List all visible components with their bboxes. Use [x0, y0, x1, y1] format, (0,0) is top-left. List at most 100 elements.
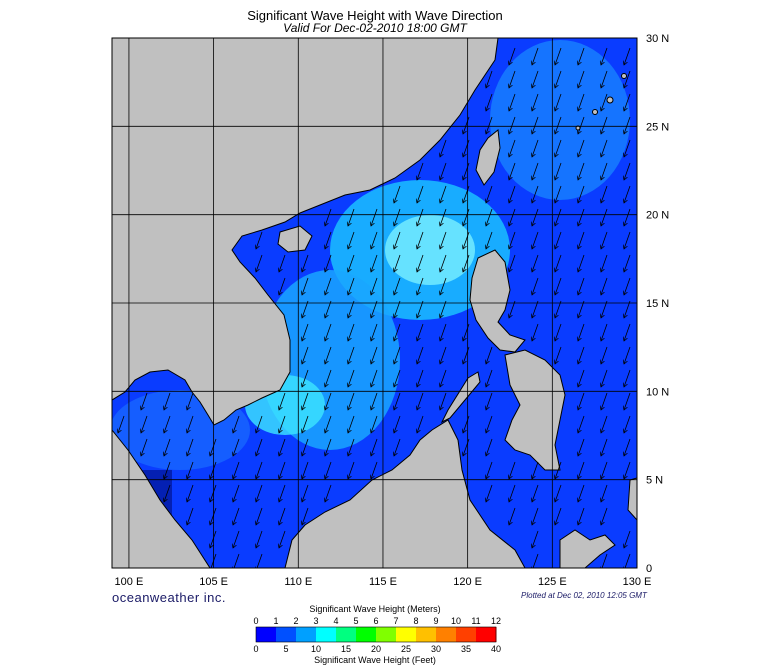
- lat-tick-label: 20 N: [646, 210, 669, 222]
- wave-arrow: [325, 438, 332, 456]
- wave-arrow: [394, 346, 401, 364]
- wave-arrow: [578, 277, 585, 295]
- colorbar-meters-tick: 2: [293, 616, 298, 626]
- wave-arrow: [417, 277, 424, 295]
- wave-arrow: [578, 139, 585, 157]
- wave-arrow: [486, 461, 493, 479]
- wave-arrow: [417, 346, 424, 364]
- colorbar: 0 1 2 3 4 5 6 7 8 9 10 11 120 5 10 15 20 25 30 35 40: [253, 616, 501, 654]
- wave-arrow: [486, 346, 493, 364]
- wave-arrow: [210, 530, 217, 548]
- lon-tick-label: 120 E: [453, 576, 482, 588]
- wave-arrow: [578, 507, 585, 525]
- wave-arrow: [256, 484, 263, 502]
- wave-arrow: [371, 323, 378, 341]
- wave-arrow: [233, 530, 240, 548]
- wave-arrow: [279, 438, 286, 456]
- wave-arrow: [302, 415, 309, 433]
- wave-arrow: [164, 484, 171, 502]
- wave-arrow: [279, 507, 286, 525]
- wave-arrow: [509, 208, 516, 226]
- wave-arrow: [279, 484, 286, 502]
- colorbar-feet-tick: 35: [461, 644, 471, 654]
- colorbar-swatch: [256, 627, 277, 642]
- wave-arrow: [624, 231, 631, 249]
- wave-arrow: [624, 254, 631, 272]
- wave-arrow: [210, 484, 217, 502]
- colorbar-swatch: [376, 627, 397, 642]
- wave-arrow: [325, 415, 332, 433]
- wave-arrow: [187, 461, 194, 479]
- wave-arrow: [256, 530, 263, 548]
- wave-arrow: [532, 484, 539, 502]
- wave-direction-arrows: [118, 47, 631, 568]
- wave-arrow: [394, 231, 401, 249]
- wave-arrow: [417, 392, 424, 410]
- wave-arrow: [371, 254, 378, 272]
- wave-arrow: [417, 300, 424, 318]
- colorbar-meters-tick: 9: [433, 616, 438, 626]
- colorbar-swatch: [296, 627, 317, 642]
- wave-arrow: [601, 553, 608, 568]
- wave-arrow: [187, 484, 194, 502]
- wave-arrow: [578, 162, 585, 180]
- wave-arrow: [279, 461, 286, 479]
- wave-arrow: [325, 300, 332, 318]
- wave-arrow: [624, 162, 631, 180]
- wave-arrow: [325, 277, 332, 295]
- wave-arrow: [256, 231, 263, 249]
- wave-arrow: [394, 438, 401, 456]
- wave-arrow: [325, 208, 332, 226]
- wave-arrow: [417, 369, 424, 387]
- wave-arrow: [440, 369, 447, 387]
- wave-arrow: [532, 70, 539, 88]
- wave-arrow: [325, 346, 332, 364]
- wave-arrow: [256, 254, 263, 272]
- wave-arrow: [118, 415, 125, 433]
- wave-arrow: [624, 208, 631, 226]
- wave-arrow: [302, 254, 309, 272]
- wave-arrow: [555, 346, 562, 364]
- wave-arrow: [348, 254, 355, 272]
- wave-arrow: [578, 185, 585, 203]
- map-area: [112, 38, 637, 568]
- wave-arrow: [486, 438, 493, 456]
- lon-tick-label: 125 E: [538, 576, 567, 588]
- wave-arrow: [509, 231, 516, 249]
- lon-tick-label: 100 E: [115, 576, 144, 588]
- colorbar-meters-tick: 11: [471, 616, 480, 626]
- wave-arrow: [578, 346, 585, 364]
- colorbar-meters-tick: 7: [393, 616, 398, 626]
- wave-arrow: [601, 231, 608, 249]
- wave-arrow: [394, 185, 401, 203]
- wave-arrow: [279, 254, 286, 272]
- wave-arrow: [578, 484, 585, 502]
- wave-arrow: [164, 415, 171, 433]
- wave-arrow: [440, 277, 447, 295]
- colorbar-meters-tick: 1: [273, 616, 278, 626]
- wave-arrow: [371, 300, 378, 318]
- wave-arrow: [371, 277, 378, 295]
- wave-arrow: [302, 438, 309, 456]
- wave-arrow: [141, 392, 148, 410]
- wave-arrow: [555, 185, 562, 203]
- wave-arrow: [624, 70, 631, 88]
- colorbar-meters-tick: 8: [413, 616, 418, 626]
- wave-arrow: [486, 116, 493, 134]
- wave-arrow: [417, 185, 424, 203]
- wave-arrow: [256, 461, 263, 479]
- wave-arrow: [555, 93, 562, 111]
- colorbar-feet-tick: 10: [311, 644, 321, 654]
- wave-arrow: [532, 254, 539, 272]
- wave-arrow: [555, 484, 562, 502]
- colorbar-feet-tick: 40: [491, 644, 501, 654]
- wave-arrow: [440, 208, 447, 226]
- wave-arrow: [348, 231, 355, 249]
- colorbar-meters-tick: 4: [333, 616, 338, 626]
- wave-arrow: [601, 277, 608, 295]
- wave-arrow: [348, 392, 355, 410]
- wave-arrow: [187, 507, 194, 525]
- wave-arrow: [463, 415, 470, 433]
- wave-arrow: [578, 208, 585, 226]
